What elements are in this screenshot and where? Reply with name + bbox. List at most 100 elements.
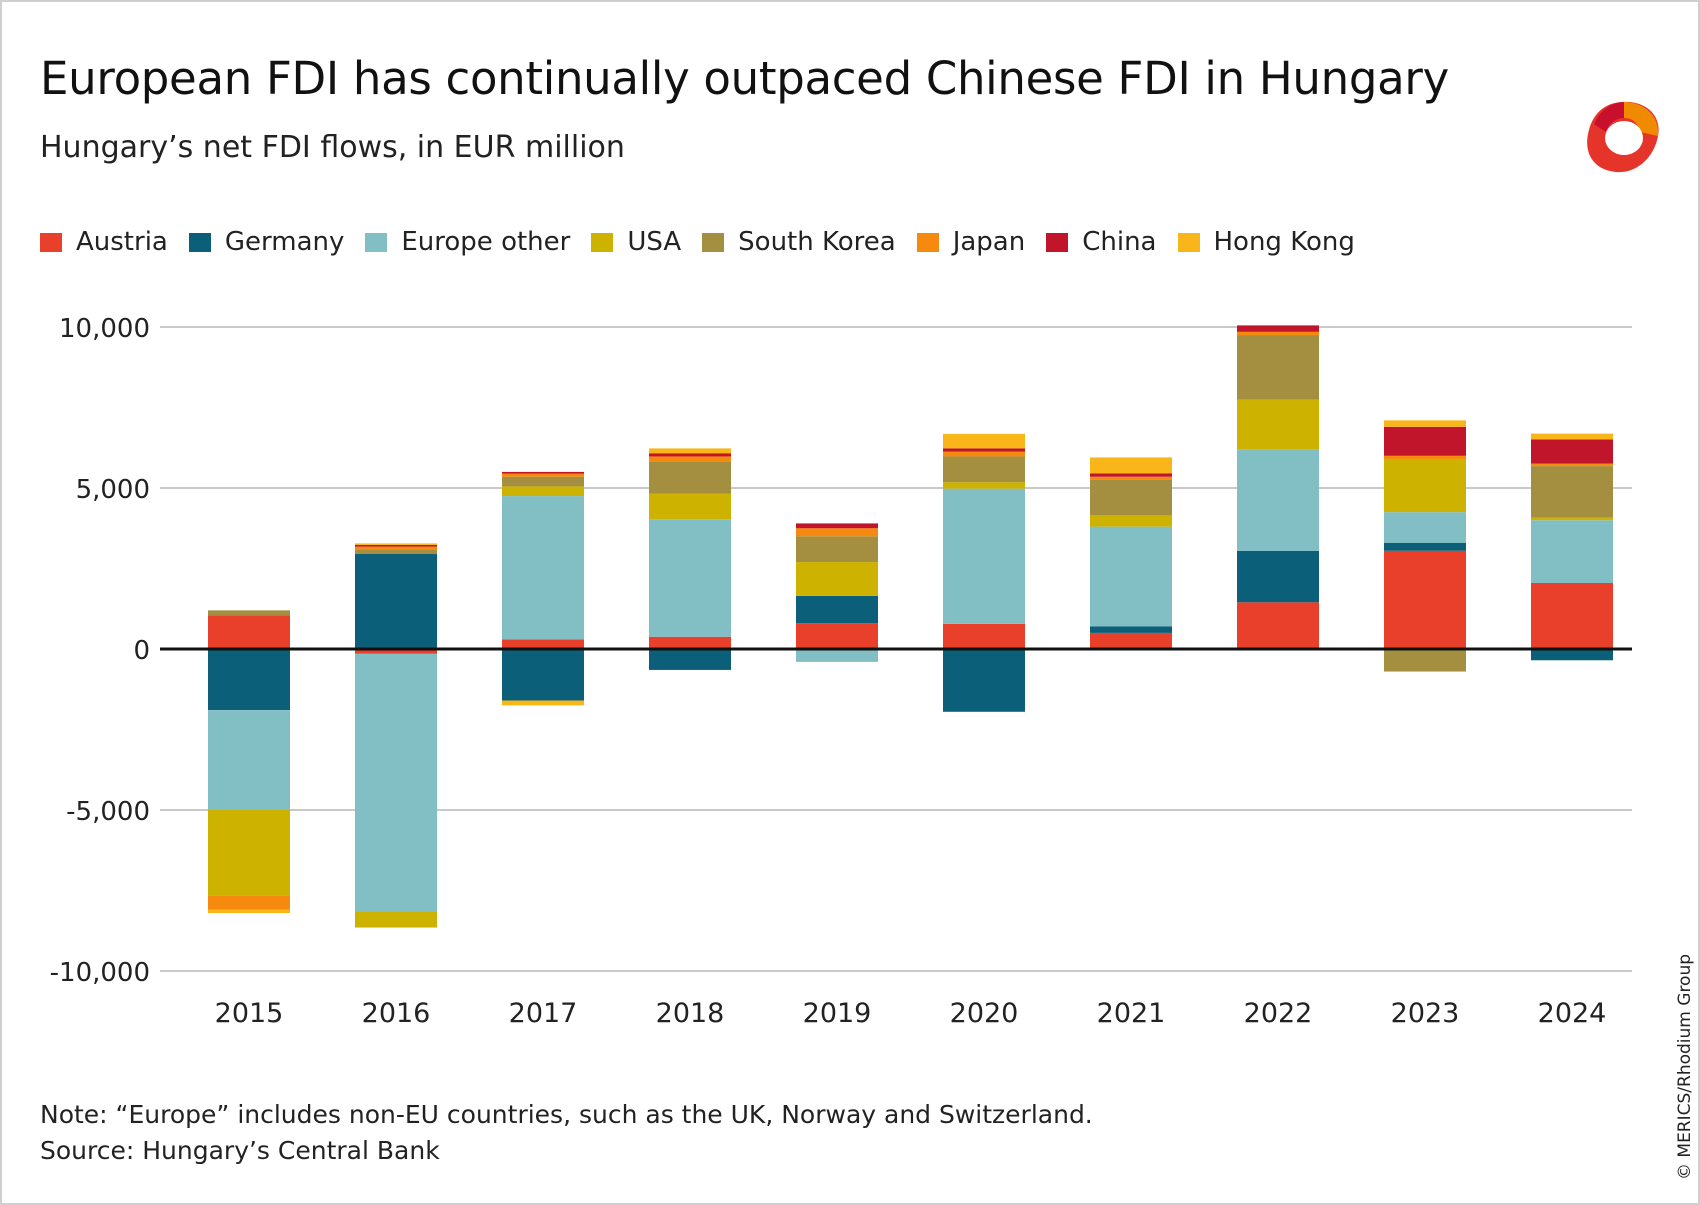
y-tick-label: 0 xyxy=(133,636,150,666)
legend-swatch xyxy=(40,232,62,252)
x-tick-label: 2023 xyxy=(1391,998,1460,1029)
bar-segment xyxy=(208,895,290,910)
bar-segment xyxy=(943,649,1025,712)
bar-segment xyxy=(1237,449,1319,551)
bar-segment xyxy=(355,543,437,545)
bar-segment xyxy=(796,595,878,624)
y-tick-label: 5,000 xyxy=(76,475,150,505)
legend-swatch xyxy=(916,232,939,252)
x-tick-label: 2018 xyxy=(656,998,725,1029)
bar-segment xyxy=(649,448,731,454)
bar-segment xyxy=(649,519,731,637)
bar-segment xyxy=(1531,439,1613,464)
bar-segment xyxy=(355,544,437,547)
bar-segment xyxy=(502,486,584,497)
bar-segment xyxy=(1237,331,1319,336)
x-tick-label: 2015 xyxy=(215,998,284,1029)
bar-segment xyxy=(649,636,731,649)
bar-segment xyxy=(943,488,1025,624)
legend-swatch xyxy=(365,232,388,252)
bar-segment xyxy=(1531,649,1613,661)
bar-segment xyxy=(355,546,437,550)
legend-label: China xyxy=(1082,227,1157,257)
bar-segment xyxy=(208,615,290,649)
bar-segment xyxy=(1090,632,1172,649)
bar-segment xyxy=(649,461,731,494)
x-tick-label: 2021 xyxy=(1097,998,1166,1029)
bar-segment xyxy=(1384,542,1466,551)
bar-segment xyxy=(1237,335,1319,400)
bar-segment xyxy=(1384,649,1466,672)
bar-segment xyxy=(796,562,878,596)
legend-item: Europe other xyxy=(365,227,570,257)
bar-segment xyxy=(796,528,878,537)
bar-segment xyxy=(1090,476,1172,480)
bar-segment xyxy=(649,649,731,670)
bar-segment xyxy=(943,623,1025,649)
bar-segment xyxy=(502,473,584,477)
bar-segment xyxy=(649,456,731,462)
bar-segment xyxy=(1090,515,1172,527)
bar-segment xyxy=(943,448,1025,452)
legend-swatch xyxy=(1046,232,1069,252)
merics-ring-icon xyxy=(1587,101,1659,173)
y-tick-label: 10,000 xyxy=(59,314,150,344)
bar-segment xyxy=(943,433,1025,449)
bar-segment xyxy=(1237,550,1319,603)
bar-segment xyxy=(796,523,878,529)
x-tick-label: 2022 xyxy=(1244,998,1313,1029)
bar-segment xyxy=(355,653,437,912)
legend-item: China xyxy=(1046,227,1157,257)
legend-label: USA xyxy=(627,227,682,257)
legend-label: Germany xyxy=(224,227,345,257)
legend-swatch xyxy=(1177,232,1200,252)
bar-segment xyxy=(943,451,1025,457)
bar-segment xyxy=(1384,512,1466,543)
bar-segment xyxy=(1090,473,1172,477)
bar-segment xyxy=(502,639,584,649)
bar-segment xyxy=(1531,463,1613,467)
copyright-notice: © MERICS/Rhodium Group xyxy=(1675,953,1695,1180)
legend-item: Japan xyxy=(916,227,1025,257)
bar-segment xyxy=(1531,433,1613,440)
bar-segment xyxy=(1531,466,1613,518)
chart-legend: Austria Germany Europe other USA South Korea… xyxy=(40,222,1376,262)
legend-label: Austria xyxy=(76,227,168,257)
bar-segment xyxy=(1531,517,1613,521)
x-tick-label: 2017 xyxy=(509,998,578,1029)
bar-segment xyxy=(1090,626,1172,633)
bar-segment xyxy=(355,649,437,654)
x-tick-label: 2020 xyxy=(950,998,1019,1029)
bar-segment xyxy=(1384,459,1466,513)
bar-segment xyxy=(1237,325,1319,332)
legend-item: Austria xyxy=(40,227,168,257)
bar-segment xyxy=(1384,420,1466,427)
stacked-bar-chart: 10,000 5,000 0 -5,000 -10,000 2015 2016 2017 201… xyxy=(50,314,1632,1029)
x-tick-label: 2019 xyxy=(803,998,872,1029)
bar-segment xyxy=(355,554,437,649)
bar-segment xyxy=(1384,550,1466,649)
bar-segment xyxy=(355,549,437,555)
legend-swatch xyxy=(591,232,614,252)
legend-swatch xyxy=(702,232,725,252)
bar-segment xyxy=(796,536,878,563)
bar-segment xyxy=(208,909,290,914)
legend-item: USA xyxy=(591,227,681,257)
bar-segment xyxy=(796,649,878,662)
bar-segment xyxy=(355,911,437,928)
bar-segment xyxy=(208,810,290,896)
bar-segment xyxy=(502,649,584,701)
bar-segment xyxy=(502,496,584,640)
bar-segment xyxy=(1090,457,1172,474)
bar-segment xyxy=(1237,399,1319,450)
bar-segment xyxy=(208,649,290,711)
legend-item: Germany xyxy=(188,227,345,257)
bar-segment xyxy=(208,610,290,616)
legend-item: South Korea xyxy=(702,227,896,257)
bar-segment xyxy=(796,623,878,649)
bar-segment xyxy=(502,700,584,706)
bar-segment xyxy=(943,482,1025,489)
chart-source: Source: Hungary’s Central Bank xyxy=(40,1136,440,1165)
bar-segment xyxy=(208,710,290,810)
y-tick-label: -5,000 xyxy=(66,797,150,827)
